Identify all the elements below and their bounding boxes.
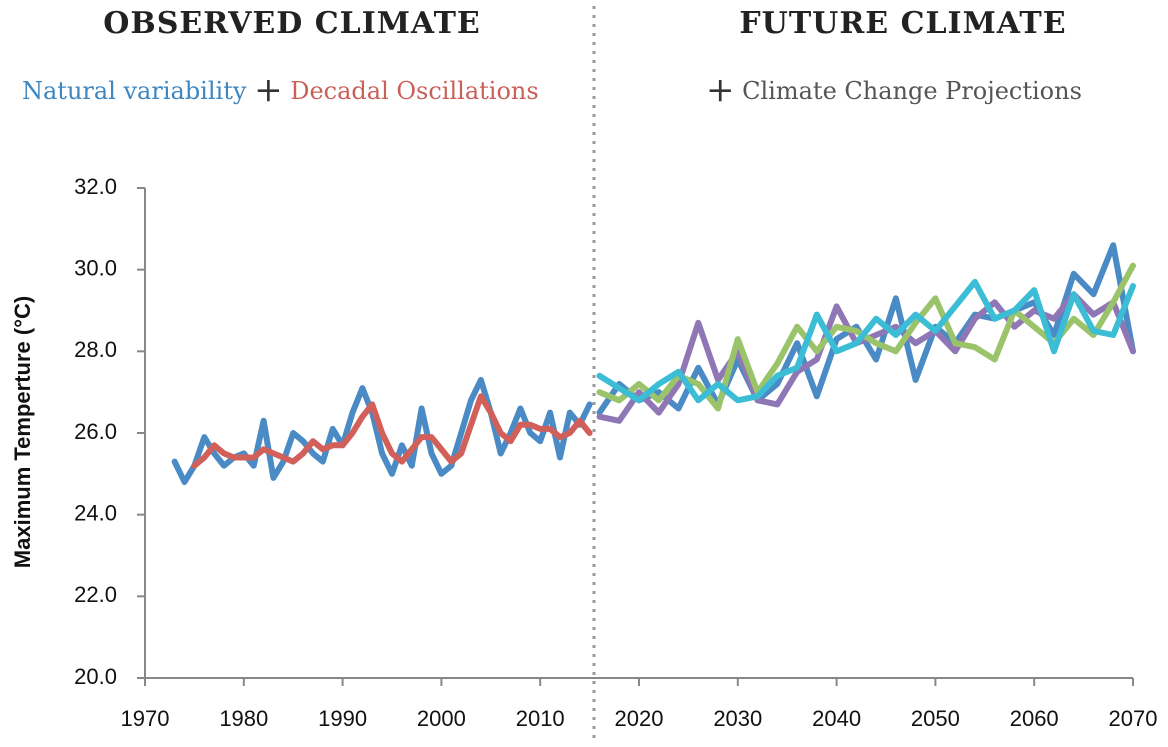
x-tick-label: 2030: [713, 706, 762, 731]
legend-line: + Climate Change Projections: [706, 70, 1082, 110]
y-tick-label: 24.0: [74, 500, 117, 525]
panel-title: FUTURE CLIMATE: [739, 6, 1066, 41]
x-tick-label: 2010: [516, 706, 565, 731]
legend-text: +: [254, 70, 283, 110]
x-tick-label: 1970: [121, 706, 170, 731]
data-line: [596, 278, 1136, 404]
data-line: [596, 262, 1136, 412]
legend-line: Natural variability + Decadal Oscillatio…: [22, 70, 539, 110]
y-tick-label: 28.0: [74, 337, 117, 362]
y-tick-label: 20.0: [74, 664, 117, 689]
y-tick-label: 30.0: [74, 255, 117, 280]
legend-text: Climate Change Projections: [742, 77, 1082, 105]
x-tick-label: 2040: [812, 706, 861, 731]
y-axis-label: Maximum Temperture (°C): [10, 296, 35, 568]
legend-text: Natural variability: [22, 77, 247, 105]
x-tick-label: 1990: [318, 706, 367, 731]
x-tick-label: 1980: [219, 706, 268, 731]
y-tick-label: 22.0: [74, 582, 117, 607]
data-line: [171, 376, 593, 485]
x-tick-label: 2000: [417, 706, 466, 731]
legend-text: Decadal Oscillations: [290, 77, 538, 105]
x-tick-label: 2070: [1109, 706, 1158, 731]
y-tick-label: 32.0: [74, 174, 117, 199]
legend-text: +: [706, 70, 735, 110]
y-tick-label: 26.0: [74, 419, 117, 444]
x-tick-label: 2020: [615, 706, 664, 731]
data-line: [191, 393, 593, 469]
x-tick-label: 2060: [1010, 706, 1059, 731]
panel-title: OBSERVED CLIMATE: [103, 6, 481, 41]
x-tick-label: 2050: [911, 706, 960, 731]
